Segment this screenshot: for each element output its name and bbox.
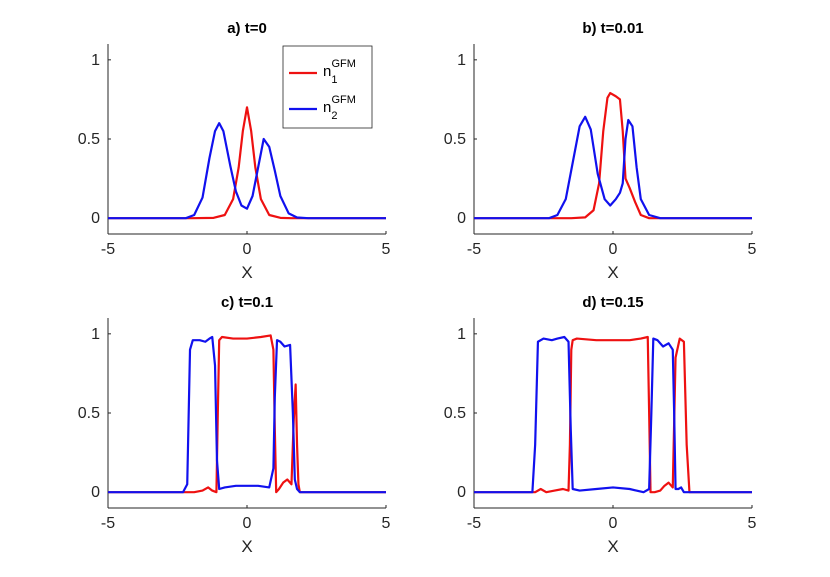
y-tick-label: 0.5 bbox=[444, 405, 466, 422]
y-tick-label: 0 bbox=[91, 210, 100, 227]
panel-title: d) t=0.15 bbox=[582, 294, 643, 311]
x-tick-label: 0 bbox=[243, 241, 252, 258]
legend: n1GFM n2GFM bbox=[282, 45, 373, 129]
x-axis-label: X bbox=[241, 537, 252, 556]
y-tick-label: 1 bbox=[91, 52, 100, 69]
y-tick-label: 0 bbox=[91, 484, 100, 501]
series-line-n2 bbox=[474, 115, 752, 220]
legend-label-n2: n2GFM bbox=[323, 94, 356, 122]
x-tick-label: 5 bbox=[748, 515, 757, 532]
y-tick-label: 1 bbox=[91, 326, 100, 343]
panel-title: c) t=0.1 bbox=[221, 294, 273, 311]
y-tick-label: 0 bbox=[457, 484, 466, 501]
x-axis-label: X bbox=[607, 263, 618, 282]
x-tick-label: 5 bbox=[748, 241, 757, 258]
series-line-n2 bbox=[108, 122, 386, 220]
series-line-n1 bbox=[108, 106, 386, 220]
x-axis-label: X bbox=[241, 263, 252, 282]
series-line-n1 bbox=[108, 334, 386, 494]
x-tick-label: 5 bbox=[382, 515, 391, 532]
x-tick-label: 5 bbox=[382, 241, 391, 258]
y-tick-label: 0.5 bbox=[444, 131, 466, 148]
series-line-n2 bbox=[108, 335, 386, 494]
y-tick-label: 1 bbox=[457, 326, 466, 343]
y-tick-label: 0.5 bbox=[78, 405, 100, 422]
x-axis-label: X bbox=[607, 537, 618, 556]
series-line-n2 bbox=[474, 335, 752, 494]
panel-title: a) t=0 bbox=[227, 20, 267, 37]
x-tick-label: 0 bbox=[609, 241, 618, 258]
x-tick-label: -5 bbox=[467, 241, 481, 258]
x-tick-label: -5 bbox=[101, 241, 115, 258]
panel-title: b) t=0.01 bbox=[582, 20, 643, 37]
series-line-n1 bbox=[474, 335, 752, 494]
y-tick-label: 1 bbox=[457, 52, 466, 69]
y-tick-label: 0 bbox=[457, 210, 466, 227]
series-line-n1 bbox=[474, 91, 752, 220]
y-tick-label: 0.5 bbox=[78, 131, 100, 148]
x-tick-label: 0 bbox=[243, 515, 252, 532]
x-tick-label: -5 bbox=[467, 515, 481, 532]
legend-label-n1: n1GFM bbox=[323, 58, 356, 86]
x-tick-label: -5 bbox=[101, 515, 115, 532]
legend-box bbox=[282, 45, 373, 129]
x-tick-label: 0 bbox=[609, 515, 618, 532]
